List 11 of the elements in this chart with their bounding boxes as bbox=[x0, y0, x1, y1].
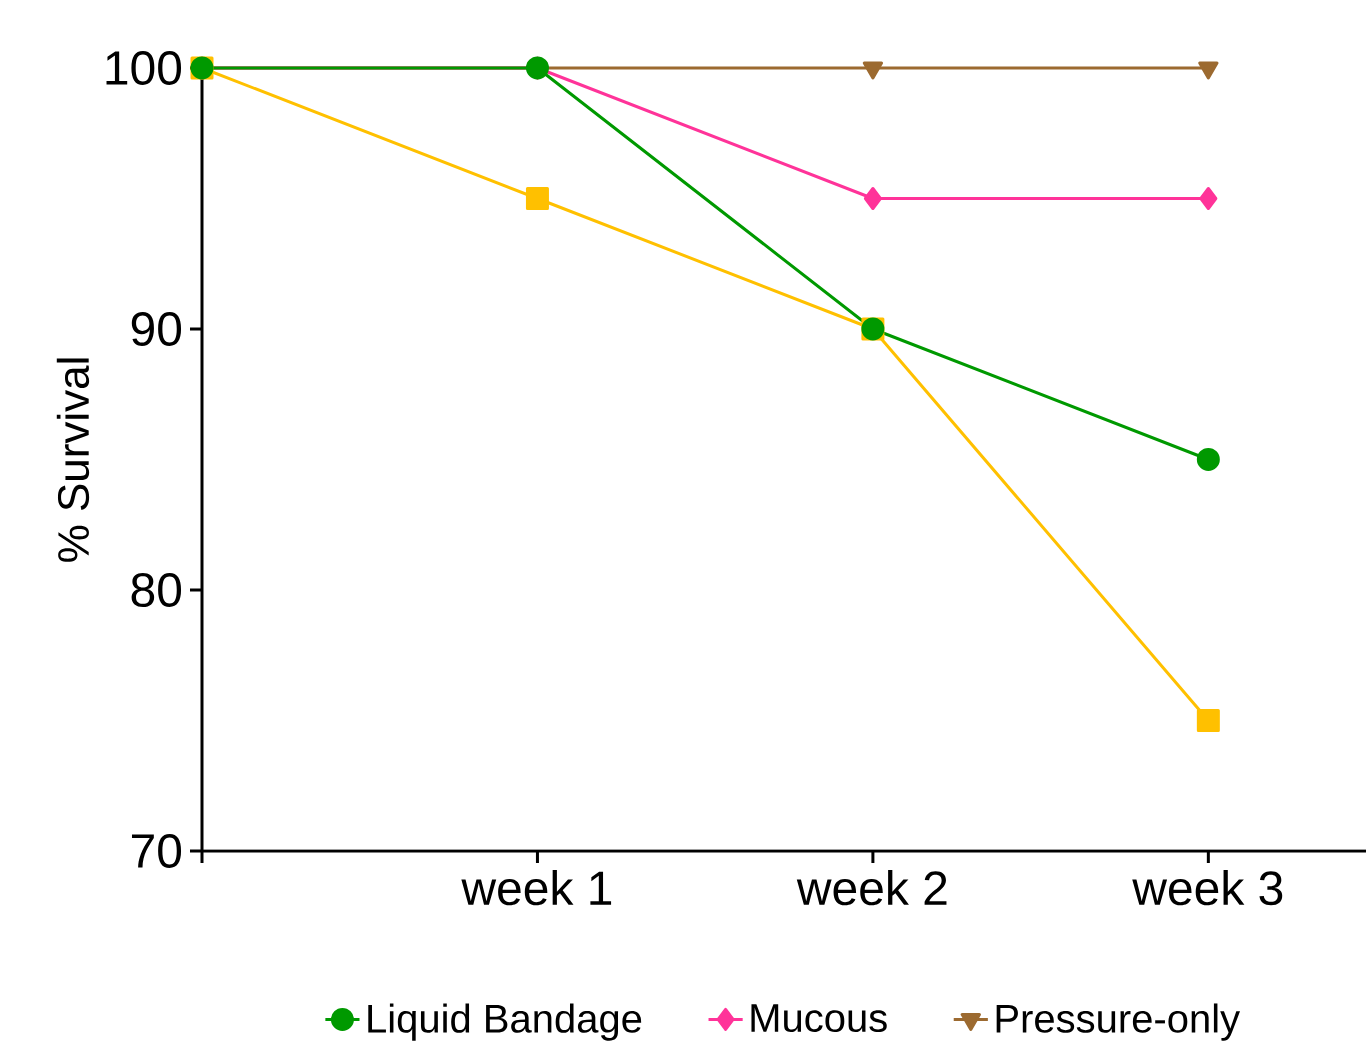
legend-label: Pressure-only bbox=[996, 1003, 1241, 1041]
y-tick-label: 80 bbox=[131, 573, 182, 607]
legend-label: Mucous bbox=[751, 1004, 887, 1033]
legend-label: Liquid Bandage bbox=[368, 1003, 642, 1041]
x-tick-label: week 1 bbox=[461, 870, 612, 906]
y-tick-label: 90 bbox=[131, 312, 182, 346]
x-tick-label: week 3 bbox=[1132, 870, 1283, 906]
x-tick-label: week 2 bbox=[796, 870, 947, 906]
y-tick-label: 70 bbox=[131, 834, 182, 868]
y-tick-label: 100 bbox=[106, 51, 182, 85]
y-axis-title: % Survival bbox=[56, 358, 90, 562]
